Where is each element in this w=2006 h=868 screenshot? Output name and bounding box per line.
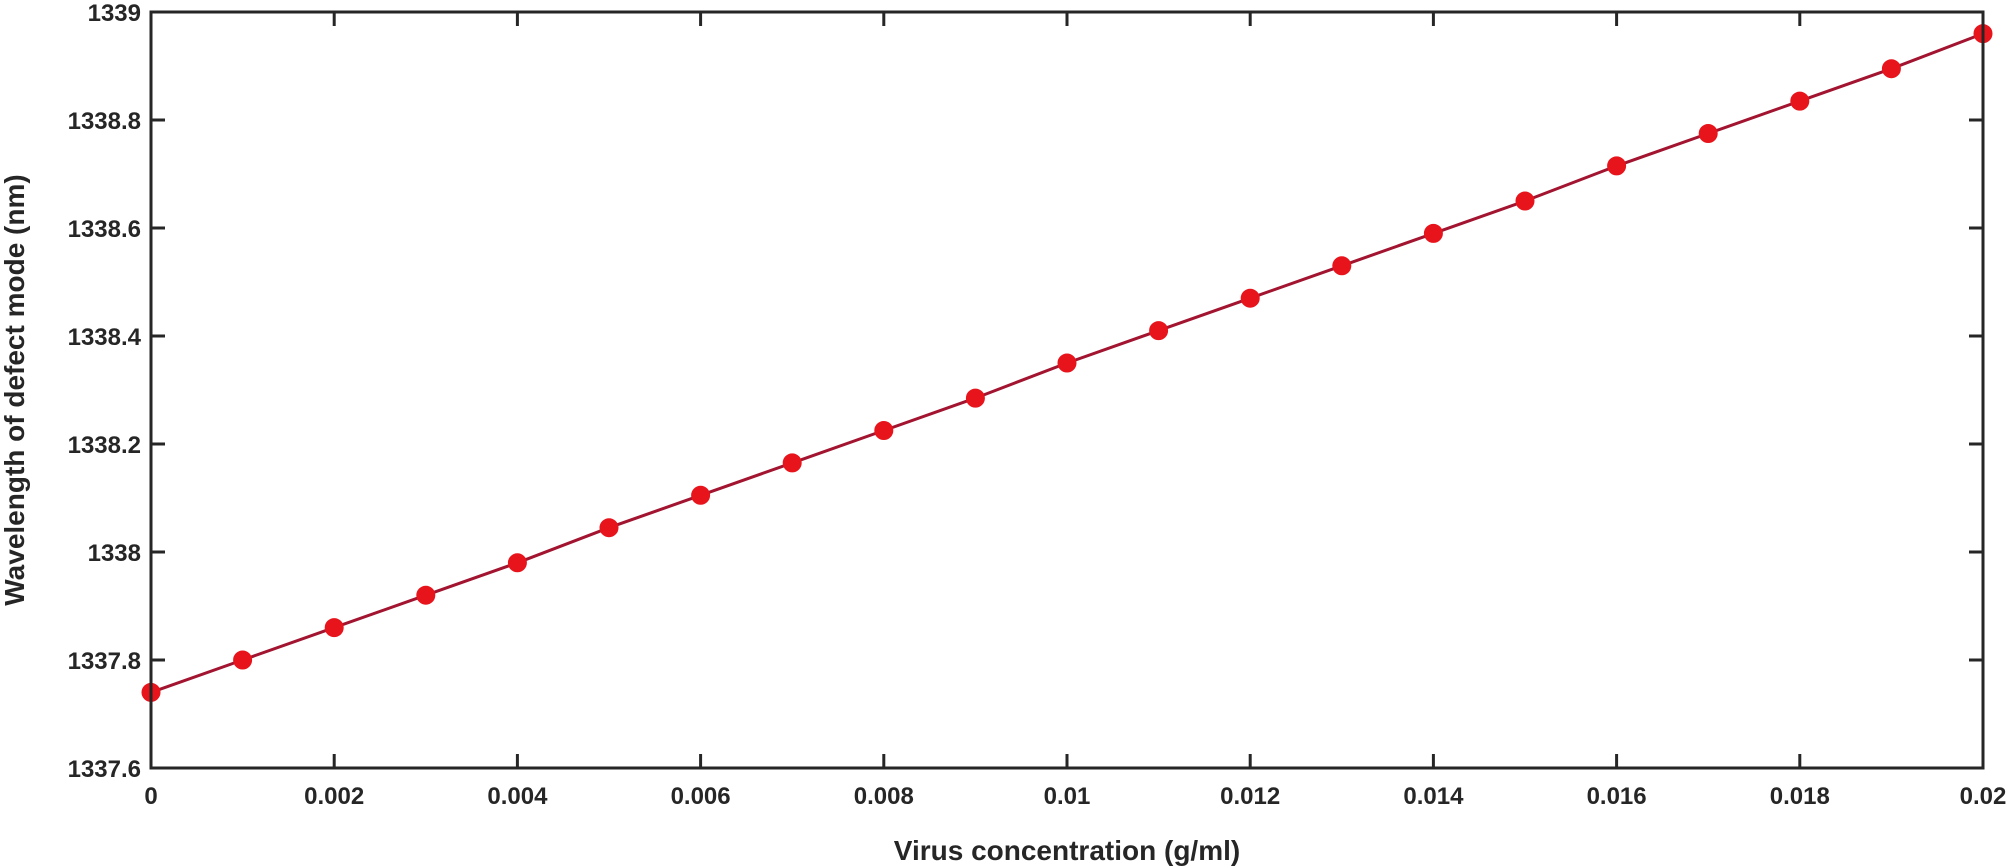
data-point [1057,353,1077,373]
x-tick-label: 0.008 [854,783,914,810]
data-point [782,453,802,473]
y-tick-label: 1338 [88,540,141,567]
y-tick-label: 1339 [88,0,141,27]
data-point [1881,59,1901,79]
x-tick-label: 0.016 [1587,783,1647,810]
data-point [1423,223,1443,243]
series-layer [141,24,1993,702]
data-point [1607,156,1627,176]
data-point [1790,91,1810,111]
data-point [965,388,985,408]
data-point [1515,191,1535,211]
y-tick-label: 1338.4 [68,324,142,351]
x-tick-label: 0.014 [1403,783,1464,810]
y-tick-label: 1338.6 [68,216,141,243]
x-tick-label: 0.02 [1960,783,2006,810]
data-point [691,485,711,505]
x-tick-label: 0.01 [1044,783,1091,810]
y-tick-label: 1338.8 [68,108,141,135]
x-tick-label: 0.004 [487,783,548,810]
data-point [1332,256,1352,276]
data-point [1698,124,1718,143]
x-tick-label: 0.012 [1220,783,1280,810]
data-point [507,553,527,573]
x-tick-label: 0 [144,783,157,810]
data-point [1240,288,1260,308]
y-tick-label: 1337.8 [68,648,141,675]
x-axis-title: Virus concentration (g/ml) [894,835,1240,866]
x-tick-label: 0.018 [1770,783,1830,810]
x-tick-label: 0.006 [671,783,731,810]
x-tick-label: 0.002 [304,783,364,810]
data-point [416,585,436,605]
data-point [874,421,894,440]
data-point [599,518,619,538]
data-point [324,618,344,638]
data-point [233,650,253,670]
y-tick-label: 1338.2 [68,432,141,459]
y-axis-ticks: 1337.6 1337.8 1338 1338.2 1338.4 1338.6 1338.8… [68,0,1983,783]
y-axis-title: Wavelength of defect mode (nm) [0,174,30,605]
x-axis-ticks: 0 0.002 0.004 0.006 0.008 0.01 0.012 0.014 0.016… [144,12,2006,810]
y-tick-label: 1337.6 [68,756,141,783]
data-point [1149,321,1169,341]
